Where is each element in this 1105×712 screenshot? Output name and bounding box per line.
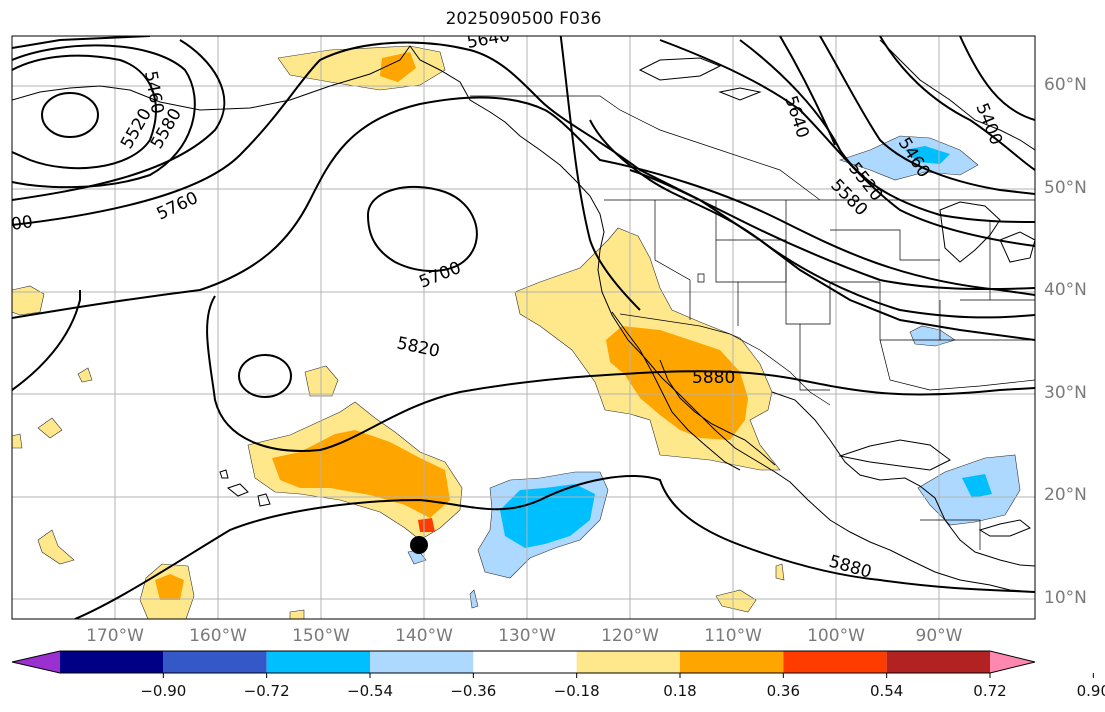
colorbar-tick-label: 0.72 [973, 682, 1007, 700]
colorbar-tick-label: −0.72 [243, 682, 290, 700]
colorbar-tick-label: −0.54 [347, 682, 393, 700]
colorbar-segment [473, 651, 577, 673]
colorbar-segment [12, 651, 60, 673]
longitude-label: 90°W [915, 626, 963, 646]
contour-label: 00 [10, 212, 34, 235]
latitude-label: 10°N [1044, 588, 1087, 608]
colorbar-segment [163, 651, 267, 673]
longitude-label: 170°W [86, 626, 144, 646]
colorbar-segment [680, 651, 784, 673]
colorbar-segment [60, 651, 164, 673]
colorbar-tick-label: −0.90 [140, 682, 187, 700]
colorbar-segment [886, 651, 990, 673]
longitude-label: 160°W [189, 626, 247, 646]
colorbar-segment [370, 651, 474, 673]
longitude-label: 110°W [704, 626, 762, 646]
colorbar-segment [576, 651, 680, 673]
longitude-label: 100°W [807, 626, 865, 646]
coastlines [12, 39, 1035, 593]
colorbar-tick-label: −0.36 [450, 682, 497, 700]
colorbar-segment [783, 651, 887, 673]
latitude-label: 40°N [1044, 280, 1087, 301]
colorbar-tick-label: −0.18 [553, 682, 600, 700]
colorbar-tick-label: 0.18 [663, 682, 697, 700]
colorbar-segment [990, 651, 1035, 673]
map-title: 2025090500 F036 [445, 9, 602, 29]
colorbar-outline [11, 650, 1036, 674]
colorbar-tick-label: 0.36 [766, 682, 801, 700]
latitude-label: 50°N [1044, 177, 1087, 198]
height-contours [12, 36, 1035, 619]
colorbar [11, 650, 1094, 678]
latitude-label: 30°N [1044, 382, 1087, 403]
longitude-label: 120°W [601, 626, 659, 646]
longitude-label: 140°W [395, 626, 453, 646]
shaded-field-positive [12, 45, 785, 619]
location-marker [410, 536, 428, 554]
latitude-label: 60°N [1044, 75, 1087, 95]
political-borders [470, 95, 1035, 550]
colorbar-tick-label: 0.54 [869, 682, 904, 700]
latitude-label: 20°N [1044, 485, 1087, 506]
longitude-label: 150°W [292, 626, 350, 646]
colorbar-tick-label: 0.90 [1076, 682, 1105, 700]
longitude-label: 130°W [498, 626, 556, 646]
colorbar-segment [266, 651, 370, 673]
contour-label: 5880 [692, 368, 735, 388]
